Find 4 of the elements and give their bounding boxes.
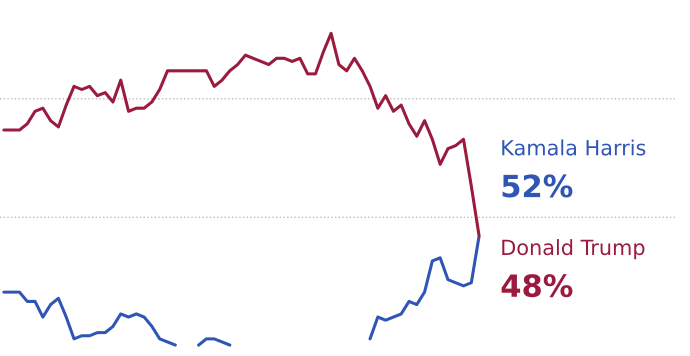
- text: Kamala Harris: [502, 139, 646, 156]
- text: 52%: [502, 174, 572, 198]
- text: 48%: [502, 274, 572, 298]
- series-label: Donald Trump: [502, 239, 644, 260]
